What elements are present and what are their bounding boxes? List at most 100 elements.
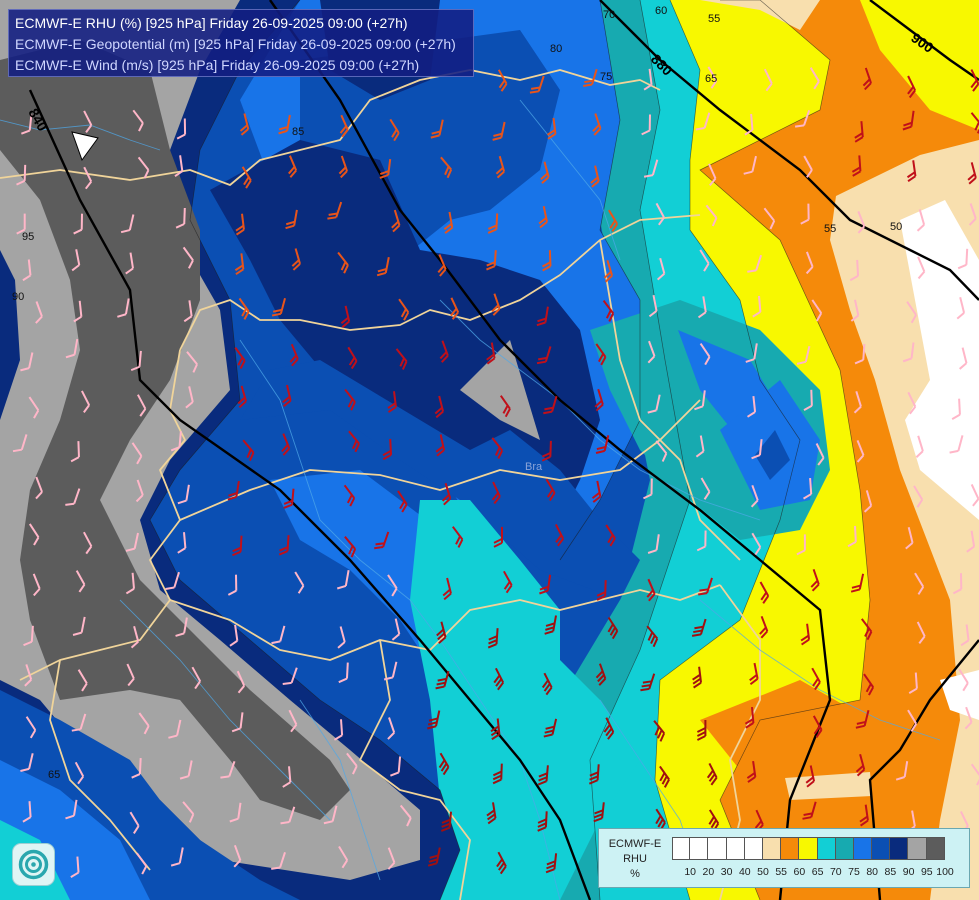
wind-barb-icon: [541, 440, 552, 462]
legend-tick: 55: [775, 866, 788, 878]
wind-barb-icon: [647, 534, 660, 554]
wind-barb-icon: [656, 257, 666, 281]
wind-barb-icon: [333, 719, 344, 741]
wind-barb-icon: [895, 761, 909, 781]
wind-barb-icon: [503, 570, 513, 594]
wind-barb-icon: [916, 621, 926, 644]
wind-barb-icon: [427, 847, 441, 867]
legend-tick: 20: [702, 866, 715, 878]
legend-swatch: [690, 837, 709, 860]
wind-barb-icon: [177, 484, 190, 505]
wind-barb-icon: [803, 478, 813, 500]
wind-barb-icon: [491, 481, 501, 505]
wind-barb-icon: [241, 166, 252, 189]
wind-barb-icon: [697, 296, 707, 319]
wind-barb-icon: [220, 760, 236, 779]
wind-barb-icon: [229, 802, 242, 823]
wind-barb-icon: [191, 666, 202, 690]
wind-barb-icon: [957, 248, 969, 270]
wind-barb-icon: [917, 256, 926, 280]
legend-swatch: [744, 837, 763, 860]
rhu-label: 90: [12, 291, 24, 303]
wind-barb-icon: [23, 625, 34, 647]
wind-barb-icon: [643, 159, 659, 178]
wind-barb-icon: [174, 155, 184, 178]
wind-barb-icon: [809, 67, 820, 90]
wind-barb-icon: [387, 391, 397, 413]
wind-barb-icon: [35, 301, 43, 324]
wind-barb-icon: [796, 534, 806, 556]
rhu-label: 80: [550, 43, 562, 55]
wind-barb-icon: [855, 710, 870, 729]
wind-barb-icon: [863, 490, 873, 513]
wind-barb-icon: [759, 581, 770, 604]
legend-tick: 10: [684, 866, 697, 878]
wind-barb-icon: [346, 752, 358, 775]
wind-barb-icon: [137, 156, 150, 179]
wind-barb-icon: [745, 343, 758, 363]
wind-barb-icon: [81, 390, 91, 413]
map-title-box: ECMWF-E RHU (%) [925 hPa] Friday 26-09-2…: [8, 9, 474, 77]
wind-barb-icon: [800, 623, 811, 646]
wind-barb-icon: [902, 110, 915, 131]
wind-barb-icon: [487, 628, 499, 649]
wind-barb-icon: [437, 254, 447, 277]
wind-barb-icon: [227, 480, 240, 501]
wind-barb-icon: [32, 573, 41, 597]
wind-barb-icon: [177, 532, 187, 554]
wind-barb-icon: [439, 340, 449, 363]
wind-barb-icon: [77, 669, 88, 692]
wind-barb-icon: [390, 756, 402, 777]
wind-barb-icon: [175, 617, 188, 637]
wind-barb-icon: [186, 351, 198, 373]
wind-barb-icon: [959, 347, 968, 370]
wind-barb-icon: [853, 391, 862, 414]
wind-barb-icon: [391, 618, 401, 641]
wind-barb-icon: [850, 299, 860, 322]
wind-barb-icon: [282, 766, 292, 788]
rhu-label: 55: [708, 13, 720, 25]
legend-tick: 40: [738, 866, 751, 878]
wind-barb-icon: [71, 713, 87, 732]
wind-barb-icon: [699, 343, 711, 366]
country-borders: [0, 69, 761, 900]
wind-barb-icon: [280, 806, 296, 825]
rhu-label: 55: [824, 223, 836, 235]
wind-barb-icon: [859, 804, 869, 827]
wind-barb-icon: [854, 121, 864, 143]
legend-tick: 90: [902, 866, 915, 878]
legend-title: ECMWF-E RHU %: [601, 837, 669, 882]
wind-barb-icon: [387, 717, 396, 740]
wind-barb-icon: [16, 213, 26, 235]
wind-barb-icon: [376, 257, 390, 277]
legend-tick: 50: [757, 866, 769, 878]
wind-barb-icon: [493, 526, 503, 548]
wind-barb-icon: [951, 398, 961, 420]
wind-barb-icon: [83, 531, 93, 555]
wind-barb-icon: [176, 118, 187, 140]
wind-barb-icon: [487, 213, 499, 234]
legend-tick-labels: 10 20 30 40 50 55 60 65 70 75 80 85 90 95 100: [672, 866, 963, 880]
wind-barb-icon: [805, 251, 814, 275]
wind-barb-icon: [647, 394, 661, 414]
wind-barb-icon: [861, 618, 873, 641]
wind-barb-icon: [434, 395, 445, 419]
wind-barb-icon: [129, 811, 140, 835]
wind-barb-icon: [22, 259, 32, 282]
wind-barb-icon: [967, 162, 977, 185]
wind-barb-icon: [970, 763, 979, 786]
wind-barb-icon: [486, 342, 496, 365]
wind-barb-icon: [236, 670, 246, 694]
wind-barb-icon: [849, 259, 860, 282]
wind-barb-icon: [591, 480, 602, 503]
wind-barb-icon: [815, 443, 825, 466]
wind-barb-icon: [970, 69, 979, 92]
legend-swatch: [853, 837, 873, 860]
wind-barb-icon: [643, 478, 653, 500]
wind-barb-icon: [952, 573, 963, 595]
wind-barb-icon: [440, 811, 452, 832]
wind-barb-icon: [653, 720, 666, 742]
place-label: Bra: [525, 461, 543, 473]
wind-barb-icon: [608, 209, 618, 232]
